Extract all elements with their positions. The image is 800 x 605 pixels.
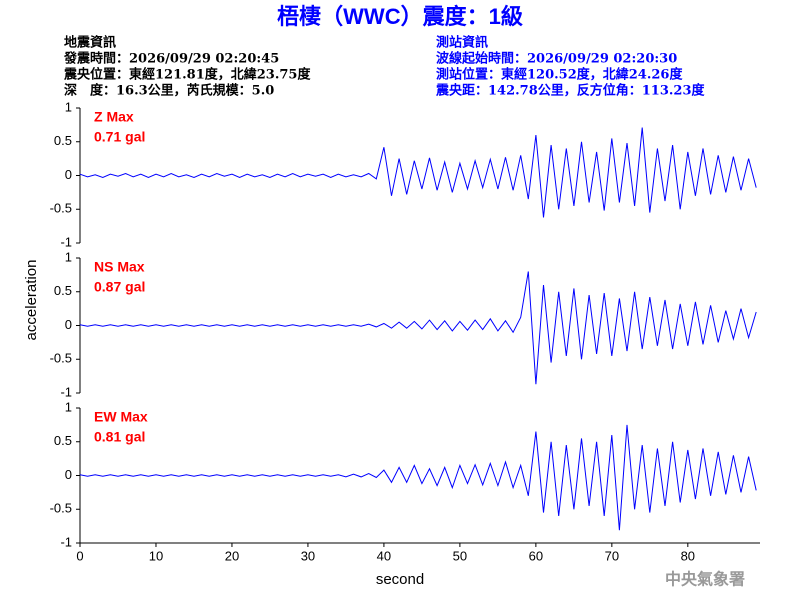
info-right: 測站位置：東經120.52度，北緯24.26度 — [436, 67, 683, 83]
y-axis-label: acceleration — [23, 260, 40, 341]
component-label: Z Max — [94, 109, 134, 125]
waveform — [79, 271, 757, 385]
x-tick-label: 20 — [225, 548, 239, 563]
info-right: 波線起始時間：2026/09/29 02:20:30 — [436, 51, 677, 67]
x-tick-label: 80 — [681, 548, 695, 563]
info-left: 發震時間：2026/09/29 02:20:45 — [63, 51, 279, 67]
y-tick-label: 0 — [65, 467, 72, 482]
x-tick-label: 60 — [529, 548, 543, 563]
info-right: 震央距：142.78公里，反方位角：113.23度 — [435, 83, 706, 99]
peak-label: 0.81 gal — [94, 429, 145, 445]
y-tick-label: 1 — [65, 399, 72, 414]
x-tick-label: 0 — [76, 548, 83, 563]
waveform — [79, 424, 757, 531]
footer: 中央氣象署 — [665, 570, 745, 589]
waveform — [79, 127, 757, 218]
y-tick-label: -0.5 — [50, 351, 72, 366]
y-tick-label: 0.5 — [54, 133, 72, 148]
y-tick-label: -0.5 — [50, 501, 72, 516]
y-tick-label: 0 — [65, 317, 72, 332]
y-tick-label: 1 — [65, 99, 72, 114]
y-tick-label: 0.5 — [54, 283, 72, 298]
x-tick-label: 70 — [605, 548, 619, 563]
x-tick-label: 10 — [149, 548, 163, 563]
component-label: NS Max — [94, 259, 145, 275]
component-label: EW Max — [94, 409, 148, 425]
info-left: 深 度：16.3公里，芮氏規模：5.0 — [64, 83, 274, 99]
info-left: 震央位置：東經121.81度，北緯23.75度 — [63, 67, 311, 83]
y-tick-label: -0.5 — [50, 201, 72, 216]
peak-label: 0.87 gal — [94, 279, 145, 295]
y-tick-label: 1 — [65, 249, 72, 264]
y-tick-label: 0 — [65, 167, 72, 182]
info-right: 測站資訊 — [436, 35, 488, 51]
chart-title: 梧棲（WWC）震度：1級 — [277, 4, 523, 29]
peak-label: 0.71 gal — [94, 129, 145, 145]
y-tick-label: -1 — [60, 234, 72, 249]
y-tick-label: -1 — [60, 384, 72, 399]
x-axis-label: second — [376, 571, 424, 588]
y-tick-label: 0.5 — [54, 433, 72, 448]
x-tick-label: 40 — [377, 548, 391, 563]
x-tick-label: 30 — [301, 548, 315, 563]
x-tick-label: 50 — [453, 548, 467, 563]
y-tick-label: -1 — [60, 534, 72, 549]
info-left: 地震資訊 — [64, 35, 116, 51]
